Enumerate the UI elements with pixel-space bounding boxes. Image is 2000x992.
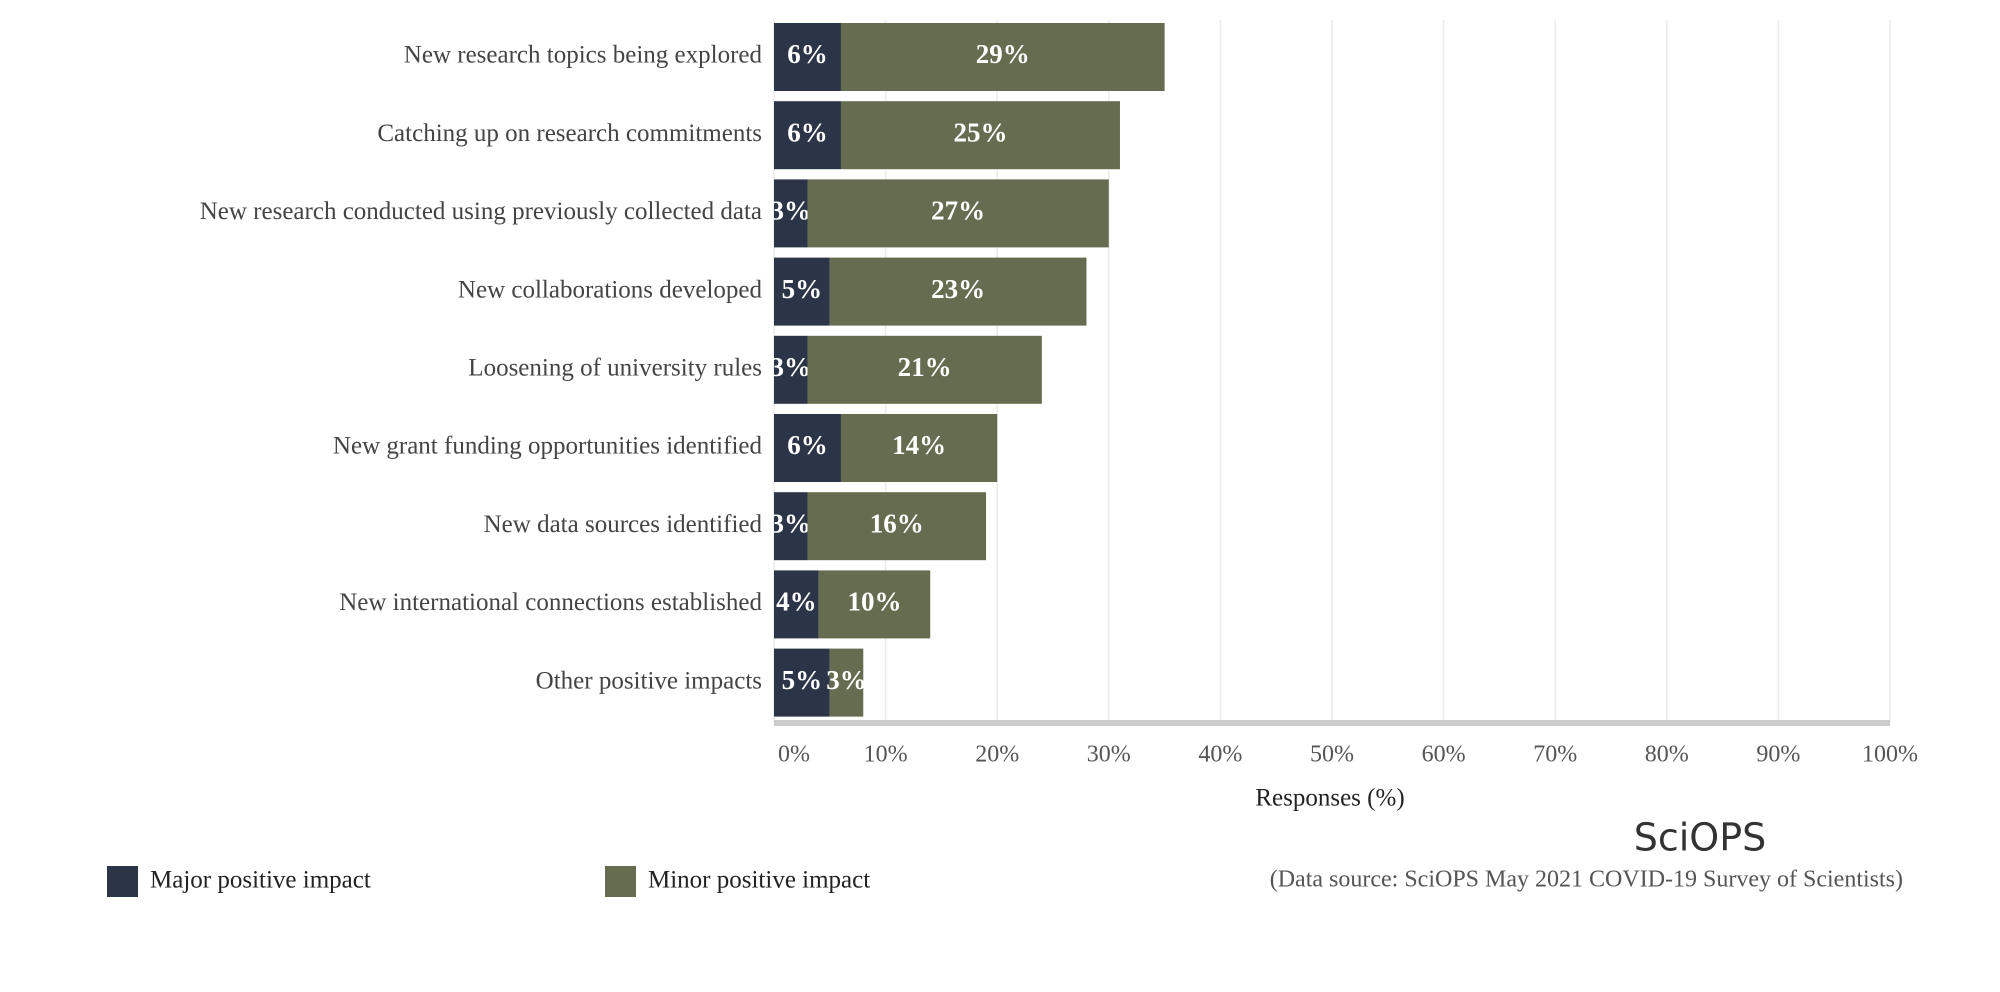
- value-label: 4%: [776, 587, 817, 617]
- x-tick-label: 10%: [864, 742, 908, 768]
- value-label: 23%: [931, 274, 985, 304]
- legend-label: Major positive impact: [150, 867, 371, 894]
- bar-segment: [840, 101, 1120, 170]
- x-tick-label: 60%: [1422, 742, 1466, 768]
- bar-segment: [774, 648, 830, 717]
- x-tick-label: 80%: [1645, 742, 1689, 768]
- bar-segment: [774, 570, 819, 639]
- bar-segment: [807, 179, 1109, 248]
- category-label: New collaborations developed: [458, 276, 763, 303]
- x-tick-label: 100%: [1862, 742, 1918, 768]
- source-note: (Data source: SciOPS May 2021 COVID-19 S…: [1270, 867, 1903, 893]
- category-label: New research topics being explored: [404, 42, 763, 69]
- x-axis-title: Responses (%): [1255, 785, 1404, 812]
- legend-swatch: [605, 866, 636, 897]
- bar-segment: [774, 414, 841, 482]
- value-label: 14%: [892, 430, 946, 460]
- bar-segment: [829, 648, 864, 717]
- value-label: 29%: [976, 39, 1030, 69]
- bar-segment: [807, 335, 1042, 404]
- value-label: 27%: [931, 196, 985, 226]
- value-label: 5%: [782, 274, 823, 304]
- x-tick-label: 90%: [1756, 742, 1800, 768]
- bar-segment: [840, 414, 998, 482]
- bar-segment: [774, 257, 830, 326]
- category-label: New grant funding opportunities identifi…: [333, 433, 763, 460]
- x-tick-label: 40%: [1198, 742, 1242, 768]
- x-tick-label: 20%: [975, 742, 1019, 768]
- bar-segment: [774, 23, 841, 91]
- bar-segment: [774, 492, 808, 561]
- value-label: 5%: [782, 665, 823, 695]
- category-label: Other positive impacts: [536, 667, 762, 694]
- bar-segment: [774, 101, 841, 170]
- bar-segment: [807, 492, 987, 561]
- category-label: Catching up on research commitments: [377, 120, 762, 147]
- value-label: 10%: [847, 587, 901, 617]
- bar-segment: [774, 335, 808, 404]
- category-label: Loosening of university rules: [468, 355, 762, 382]
- legend-label: Minor positive impact: [648, 867, 870, 894]
- bar-segment: [829, 257, 1087, 326]
- legend-swatch: [107, 866, 138, 897]
- category-label: New data sources identified: [484, 511, 763, 538]
- value-label: 6%: [787, 39, 828, 69]
- x-tick-label: 50%: [1310, 742, 1354, 768]
- logo: SciOPS: [1634, 816, 1767, 860]
- value-label: 3%: [770, 352, 811, 382]
- bar-segment: [818, 570, 931, 639]
- value-label: 21%: [898, 352, 952, 382]
- value-label: 25%: [953, 117, 1007, 147]
- value-label: 3%: [826, 665, 867, 695]
- value-label: 3%: [770, 196, 811, 226]
- bar-segment: [774, 179, 808, 248]
- value-label: 6%: [787, 430, 828, 460]
- value-label: 6%: [787, 117, 828, 147]
- x-tick-label: 30%: [1087, 742, 1131, 768]
- category-label: New international connections establishe…: [339, 589, 762, 616]
- value-label: 16%: [870, 508, 924, 538]
- x-tick-label: 0%: [778, 742, 810, 768]
- category-label: New research conducted using previously …: [200, 198, 762, 225]
- value-label: 3%: [770, 508, 811, 538]
- bar-segment: [840, 23, 1165, 91]
- x-tick-label: 70%: [1533, 742, 1577, 768]
